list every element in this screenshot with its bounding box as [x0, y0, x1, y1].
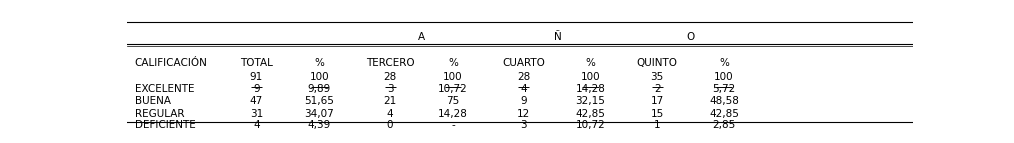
Text: TERCERO: TERCERO — [366, 58, 415, 68]
Text: CUARTO: CUARTO — [502, 58, 546, 68]
Text: 4: 4 — [520, 84, 527, 94]
Text: 12: 12 — [517, 109, 530, 119]
Text: TOTAL: TOTAL — [240, 58, 273, 68]
Text: 47: 47 — [249, 96, 263, 106]
Text: 10,72: 10,72 — [576, 120, 605, 130]
Text: %: % — [719, 58, 729, 68]
Text: BUENA: BUENA — [135, 96, 170, 106]
Text: 1: 1 — [654, 120, 660, 130]
Text: 35: 35 — [651, 72, 664, 82]
Text: QUINTO: QUINTO — [637, 58, 677, 68]
Text: 28: 28 — [517, 72, 530, 82]
Text: 48,58: 48,58 — [709, 96, 739, 106]
Text: 34,07: 34,07 — [304, 109, 335, 119]
Text: %: % — [314, 58, 324, 68]
Text: Ñ: Ñ — [554, 32, 562, 42]
Text: 4: 4 — [386, 109, 393, 119]
Text: 100: 100 — [309, 72, 330, 82]
Text: 9: 9 — [520, 96, 527, 106]
Text: 0: 0 — [386, 120, 393, 130]
Text: 42,85: 42,85 — [709, 109, 739, 119]
Text: 17: 17 — [651, 96, 664, 106]
Text: 42,85: 42,85 — [576, 109, 605, 119]
Text: %: % — [448, 58, 457, 68]
Text: 15: 15 — [651, 109, 664, 119]
Text: 100: 100 — [443, 72, 462, 82]
Text: 9: 9 — [254, 84, 260, 94]
Text: 14,28: 14,28 — [576, 84, 605, 94]
Text: 100: 100 — [714, 72, 734, 82]
Text: CALIFICACIÓN: CALIFICACIÓN — [135, 58, 208, 68]
Text: 91: 91 — [249, 72, 263, 82]
Text: 9,89: 9,89 — [307, 84, 331, 94]
Text: 51,65: 51,65 — [304, 96, 335, 106]
Text: 32,15: 32,15 — [576, 96, 605, 106]
Text: %: % — [585, 58, 595, 68]
Text: REGULAR: REGULAR — [135, 109, 185, 119]
Text: 2: 2 — [654, 84, 660, 94]
Text: O: O — [686, 32, 696, 42]
Text: 4: 4 — [254, 120, 260, 130]
Text: -: - — [451, 120, 454, 130]
Text: EXCELENTE: EXCELENTE — [135, 84, 194, 94]
Text: 3: 3 — [386, 84, 393, 94]
Text: 4,39: 4,39 — [307, 120, 331, 130]
Text: 28: 28 — [383, 72, 396, 82]
Text: 21: 21 — [383, 96, 396, 106]
Text: 14,28: 14,28 — [438, 109, 467, 119]
Text: 2,85: 2,85 — [713, 120, 735, 130]
Text: DEFICIENTE: DEFICIENTE — [135, 120, 196, 130]
Text: 31: 31 — [249, 109, 263, 119]
Text: 10,72: 10,72 — [438, 84, 467, 94]
Text: 100: 100 — [581, 72, 600, 82]
Text: 5,72: 5,72 — [713, 84, 735, 94]
Text: 3: 3 — [520, 120, 527, 130]
Text: A: A — [418, 32, 425, 42]
Text: 75: 75 — [446, 96, 459, 106]
